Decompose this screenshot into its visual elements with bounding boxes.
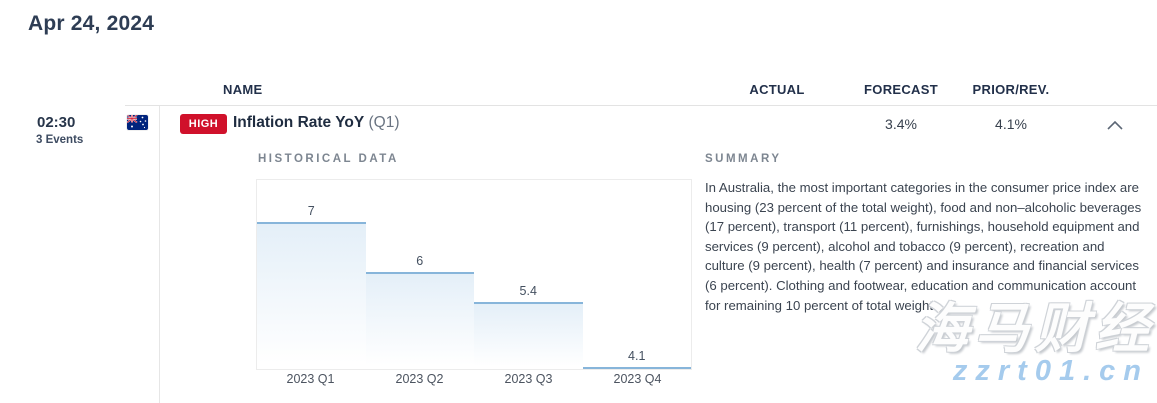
- chart-x-labels: 2023 Q1 2023 Q2 2023 Q3 2023 Q4: [256, 372, 692, 386]
- chart-bar-cell: 5.4: [474, 180, 583, 369]
- chart-bar: [257, 222, 366, 369]
- chart-x-label: 2023 Q3: [504, 372, 553, 386]
- chart-x-label: 2023 Q4: [613, 372, 662, 386]
- chart-bar-value: 7: [307, 204, 315, 218]
- chart-bar-cell: 7: [257, 180, 366, 369]
- chart-bar: [365, 272, 474, 369]
- forecast-value: 3.4%: [885, 116, 917, 132]
- importance-badge-high: HIGH: [180, 114, 227, 134]
- collapse-chevron-up-icon[interactable]: [1103, 115, 1127, 135]
- column-header-name: NAME: [223, 82, 263, 97]
- historical-chart: 7 6 5.4 4.1: [256, 179, 692, 370]
- chart-bar-value: 6: [416, 254, 424, 268]
- column-header-forecast: FORECAST: [864, 82, 938, 97]
- summary-heading: SUMMARY: [705, 153, 782, 165]
- chart-x-label: 2023 Q2: [395, 372, 444, 386]
- time-column-divider: [159, 106, 160, 403]
- summary-text: In Australia, the most important categor…: [705, 180, 1142, 313]
- event-count[interactable]: 3 Events: [36, 134, 84, 146]
- historical-data-heading: HISTORICAL DATA: [258, 153, 399, 165]
- event-name-text: Inflation Rate YoY: [233, 114, 365, 131]
- date-title: Apr 24, 2024: [28, 12, 155, 35]
- header-divider: [125, 105, 1157, 106]
- chart-bar: [474, 302, 583, 369]
- prior-value: 4.1%: [995, 116, 1027, 132]
- event-name[interactable]: Inflation Rate YoY (Q1): [233, 114, 400, 132]
- chart-bar: [582, 367, 691, 369]
- chart-bar-value: 5.4: [519, 284, 537, 298]
- chart-bar-value: 4.1: [628, 349, 646, 363]
- watermark-url-text: zzrt01.cn: [952, 355, 1149, 388]
- australia-flag-icon: [127, 115, 148, 130]
- chart-bar-cell: 6: [365, 180, 474, 369]
- event-time: 02:30: [37, 114, 76, 131]
- event-period: (Q1): [368, 114, 400, 131]
- column-header-prior: PRIOR/REV.: [972, 82, 1050, 97]
- chart-x-label: 2023 Q1: [286, 372, 335, 386]
- chart-bar-cell: 4.1: [582, 180, 691, 369]
- column-header-actual: ACTUAL: [749, 82, 805, 97]
